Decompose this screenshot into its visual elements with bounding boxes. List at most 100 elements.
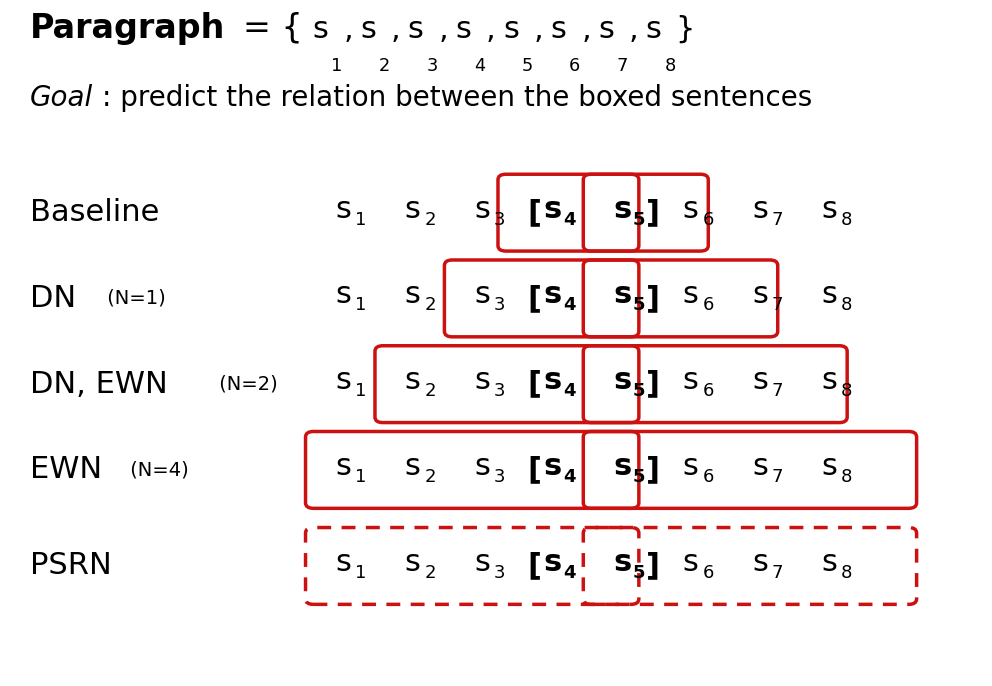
Text: 8: 8 [841,211,852,228]
Text: s: s [544,366,561,395]
Text: s: s [682,195,698,224]
Text: ,: , [438,14,448,44]
Text: 7: 7 [772,564,784,582]
Text: s: s [752,366,768,395]
Text: Paragraph: Paragraph [30,12,225,45]
Text: s: s [335,366,351,395]
Text: 7: 7 [772,468,784,486]
Text: 5: 5 [633,211,646,228]
Text: 8: 8 [665,57,676,75]
Text: s: s [474,452,490,481]
Text: 7: 7 [772,296,784,314]
Text: s: s [405,548,421,577]
Text: s: s [335,195,351,224]
Text: 1: 1 [355,382,366,400]
Text: [: [ [528,552,542,580]
Text: ,: , [581,14,591,44]
Text: 4: 4 [563,564,576,582]
Text: s: s [544,452,561,481]
Text: 7: 7 [617,57,628,75]
Text: ,: , [486,14,496,44]
Text: 7: 7 [772,382,784,400]
Text: s: s [544,548,561,577]
Text: s: s [408,14,424,44]
Text: 2: 2 [425,296,436,314]
Text: ]: ] [646,456,660,484]
Text: 3: 3 [494,296,506,314]
Text: s: s [405,452,421,481]
Text: Baseline: Baseline [30,198,159,227]
Text: 3: 3 [427,57,437,75]
Text: 1: 1 [355,296,366,314]
Text: s: s [405,281,421,309]
Text: 2: 2 [379,57,390,75]
Text: (N=1): (N=1) [101,289,166,308]
Text: s: s [752,548,768,577]
Text: 8: 8 [841,296,852,314]
Text: 5: 5 [633,564,646,582]
Text: ]: ] [646,552,660,580]
Text: 4: 4 [563,468,576,486]
Text: [: [ [528,456,542,484]
Text: (N=2): (N=2) [213,375,278,394]
Text: s: s [335,281,351,309]
Text: s: s [474,366,490,395]
Text: ,: , [343,14,353,44]
Text: 1: 1 [331,57,342,75]
Text: s: s [474,281,490,309]
Text: PSRN: PSRN [30,552,111,580]
Text: s: s [752,195,768,224]
Text: [: [ [528,198,542,227]
Text: Goal: Goal [30,84,93,113]
Text: 6: 6 [569,57,580,75]
Text: : predict the relation between the boxed sentences: : predict the relation between the boxed… [102,84,812,113]
Text: 5: 5 [633,296,646,314]
Text: ,: , [629,14,639,44]
Text: 8: 8 [841,468,852,486]
Text: s: s [613,195,631,224]
Text: s: s [405,195,421,224]
Text: 3: 3 [494,211,506,228]
Text: 4: 4 [563,296,576,314]
Text: ]: ] [646,370,660,399]
Text: s: s [752,281,768,309]
Text: s: s [821,281,837,309]
Text: 2: 2 [425,382,436,400]
Text: s: s [613,366,631,395]
Text: s: s [821,548,837,577]
Text: s: s [360,14,376,44]
Text: s: s [544,281,561,309]
Text: 3: 3 [494,468,506,486]
Text: s: s [682,548,698,577]
Text: 8: 8 [841,564,852,582]
Text: EWN: EWN [30,456,102,484]
Text: }: } [676,14,695,44]
Text: 2: 2 [425,468,436,486]
Text: 4: 4 [563,211,576,228]
Text: 6: 6 [702,564,713,582]
Text: s: s [405,366,421,395]
Text: s: s [503,14,519,44]
Text: s: s [682,366,698,395]
Text: 1: 1 [355,468,366,486]
Text: s: s [544,195,561,224]
Text: s: s [455,14,471,44]
Text: 3: 3 [494,564,506,582]
Text: s: s [646,14,662,44]
Text: 4: 4 [474,57,485,75]
Text: DN, EWN: DN, EWN [30,370,168,399]
Text: 1: 1 [355,211,366,228]
Text: s: s [613,452,631,481]
Text: 4: 4 [563,382,576,400]
Text: 8: 8 [841,382,852,400]
Text: s: s [312,14,328,44]
Text: s: s [335,548,351,577]
Text: = {: = { [243,12,303,45]
Text: 5: 5 [633,468,646,486]
Text: ,: , [534,14,544,44]
Text: ,: , [391,14,401,44]
Text: ]: ] [646,284,660,313]
Text: s: s [821,366,837,395]
Text: 6: 6 [702,468,713,486]
Text: 6: 6 [702,211,713,228]
